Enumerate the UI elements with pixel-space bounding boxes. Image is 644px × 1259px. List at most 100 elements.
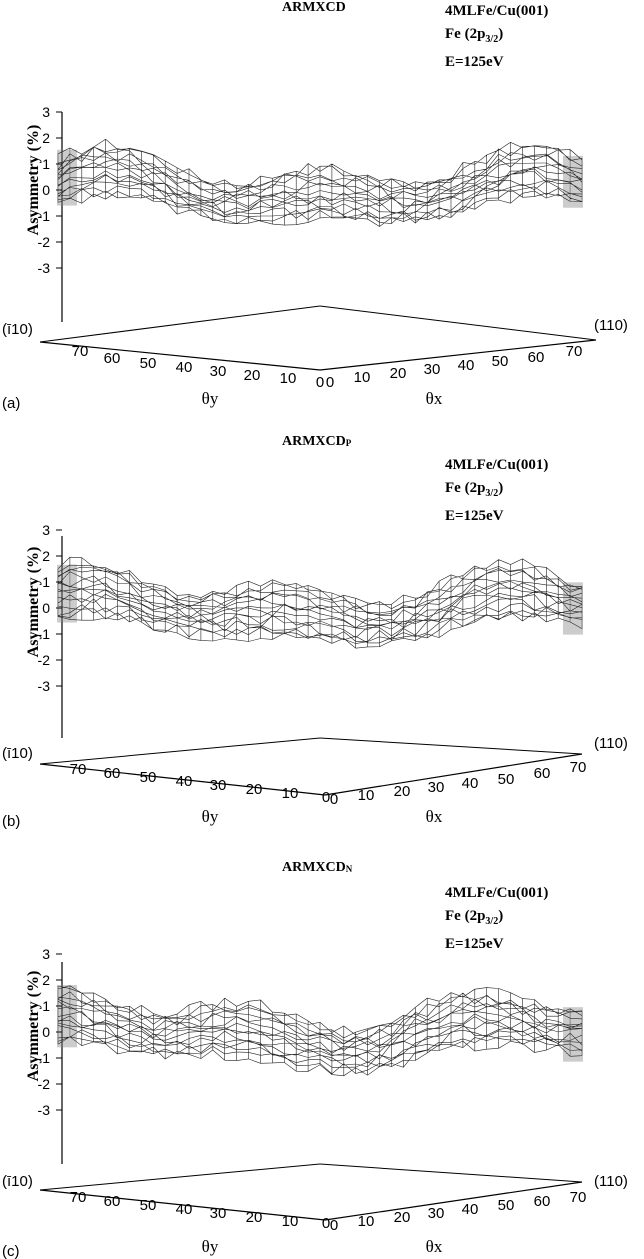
theta-y-tick-label: 70 xyxy=(70,761,87,778)
theta-x-ticks: 0 10 20 30 40 50 60 70 xyxy=(326,343,583,391)
theta-x-tick-label: 70 xyxy=(566,343,583,360)
theta-x-tick-label: 30 xyxy=(424,361,441,378)
theta-y-tick-label: 60 xyxy=(104,765,121,782)
z-tick-label: -3 xyxy=(38,260,51,276)
theta-x-tick-label: 40 xyxy=(462,775,479,792)
theta-x-tick-label: 20 xyxy=(394,1209,411,1226)
theta-y-tick-label: 50 xyxy=(140,355,157,372)
z-axis: 3 2 1 0 -1 -2 -3 xyxy=(38,104,63,322)
theta-x-tick-label: 50 xyxy=(498,771,515,788)
z-tick-label: -3 xyxy=(38,1102,51,1118)
theta-x-tick-label: 60 xyxy=(534,1193,551,1210)
level-label: Fe (2p3/2) xyxy=(445,908,504,927)
theta-x-tick-label: 30 xyxy=(428,1205,445,1222)
right-direction-label: (110) xyxy=(594,735,628,752)
z-tick-label: 1 xyxy=(42,156,50,172)
z-tick-label: 1 xyxy=(42,574,50,590)
theta-y-tick-label: 30 xyxy=(210,777,227,794)
base-plane xyxy=(39,305,597,371)
theta-x-tick-label: 40 xyxy=(458,357,475,374)
z-tick-label: 2 xyxy=(42,130,50,146)
panel-label: (a) xyxy=(2,395,20,412)
theta-y-tick-label: 70 xyxy=(72,343,89,360)
theta-x-tick-label: 70 xyxy=(570,759,587,776)
theta-y-tick-label: 30 xyxy=(210,363,227,380)
z-tick-label: 2 xyxy=(42,972,50,988)
right-direction-label: (110) xyxy=(594,1173,628,1190)
theta-x-tick-label: 0 xyxy=(330,1217,338,1234)
theta-x-tick-label: 40 xyxy=(462,1201,479,1218)
z-tick-label: 3 xyxy=(42,104,50,120)
left-direction-label: (ī10) xyxy=(2,1173,33,1190)
level-label: Fe (2p3/2) xyxy=(445,26,504,45)
theta-y-tick-label: 0 xyxy=(322,789,330,806)
surface-mesh xyxy=(57,556,583,649)
theta-y-tick-label: 40 xyxy=(176,773,193,790)
sample-label: 4MLFe/Cu(001) xyxy=(445,3,549,19)
z-axis-label: Asymmetry (%) xyxy=(25,125,42,236)
base-plane xyxy=(39,1163,583,1221)
theta-y-tick-label: 70 xyxy=(70,1189,87,1206)
z-axis: 3 2 1 0 -1 -2 -3 xyxy=(38,522,63,738)
theta-x-tick-label: 10 xyxy=(358,787,375,804)
theta-y-ticks: 70 60 50 40 30 20 10 0 xyxy=(70,1189,331,1232)
z-tick-label: -2 xyxy=(38,1076,51,1092)
theta-x-label: θx xyxy=(426,389,443,408)
theta-x-tick-label: 60 xyxy=(528,349,545,366)
theta-y-tick-label: 20 xyxy=(246,781,263,798)
z-tick-label: -2 xyxy=(38,652,51,668)
z-tick-label: -1 xyxy=(38,1050,51,1066)
surface-wireframe xyxy=(57,985,583,1077)
theta-y-tick-label: 20 xyxy=(244,367,261,384)
theta-x-tick-label: 70 xyxy=(570,1189,587,1206)
z-axis-label: Asymmetry (%) xyxy=(25,547,42,658)
theta-y-label: θy xyxy=(202,1237,219,1256)
theta-y-tick-label: 50 xyxy=(140,769,157,786)
theta-y-tick-label: 10 xyxy=(280,370,297,387)
sample-label: 4MLFe/Cu(001) xyxy=(445,885,549,901)
z-tick-label: 0 xyxy=(42,182,50,198)
left-direction-label: (ī10) xyxy=(2,745,33,762)
theta-x-label: θx xyxy=(426,1237,443,1256)
surface-mesh xyxy=(57,138,583,227)
theta-x-tick-label: 20 xyxy=(394,783,411,800)
theta-y-ticks: 70 60 50 40 30 20 10 0 xyxy=(70,761,331,806)
theta-x-tick-label: 50 xyxy=(492,353,509,370)
theta-y-tick-label: 0 xyxy=(322,1215,330,1232)
surface-wireframe xyxy=(57,556,583,649)
panel-c-title: ARMXCDN xyxy=(282,860,353,875)
theta-y-tick-label: 0 xyxy=(316,374,324,391)
theta-x-label: θx xyxy=(426,807,443,826)
panel-a-title: ARMXCD xyxy=(282,0,346,15)
panel-a: ARMXCD 4MLFe/Cu(001) Fe (2p3/2) E=125eV … xyxy=(0,0,644,412)
theta-y-tick-label: 40 xyxy=(176,359,193,376)
sample-label: 4MLFe/Cu(001) xyxy=(445,457,549,473)
left-direction-label: (ī10) xyxy=(2,321,33,338)
theta-x-tick-label: 50 xyxy=(498,1197,515,1214)
theta-y-tick-label: 10 xyxy=(282,785,299,802)
panel-c: ARMXCDN 4MLFe/Cu(001) Fe (2p3/2) E=125eV… xyxy=(0,830,644,1259)
theta-x-tick-label: 0 xyxy=(330,791,338,808)
theta-x-tick-label: 10 xyxy=(358,1213,375,1230)
base-plane xyxy=(39,737,583,796)
energy-label: E=125eV xyxy=(445,936,504,952)
z-axis-label: Asymmetry (%) xyxy=(25,971,42,1082)
z-tick-label: 1 xyxy=(42,998,50,1014)
z-tick-label: 0 xyxy=(42,600,50,616)
theta-x-tick-label: 0 xyxy=(326,374,334,391)
z-tick-label: 3 xyxy=(42,946,50,962)
z-tick-label: -3 xyxy=(38,678,51,694)
right-direction-label: (110) xyxy=(594,317,628,334)
panel-b: ARMXCDP 4MLFe/Cu(001) Fe (2p3/2) E=125eV… xyxy=(0,412,644,830)
z-tick-label: 2 xyxy=(42,548,50,564)
theta-x-ticks: 0 10 20 30 40 50 60 70 xyxy=(330,759,587,808)
theta-x-ticks: 0 10 20 30 40 50 60 70 xyxy=(330,1189,587,1234)
z-tick-label: -1 xyxy=(38,208,51,224)
panel-a-info: 4MLFe/Cu(001) Fe (2p3/2) E=125eV xyxy=(445,0,548,74)
energy-label: E=125eV xyxy=(445,508,504,524)
theta-y-tick-label: 60 xyxy=(104,350,121,367)
panel-label: (c) xyxy=(2,1243,20,1259)
